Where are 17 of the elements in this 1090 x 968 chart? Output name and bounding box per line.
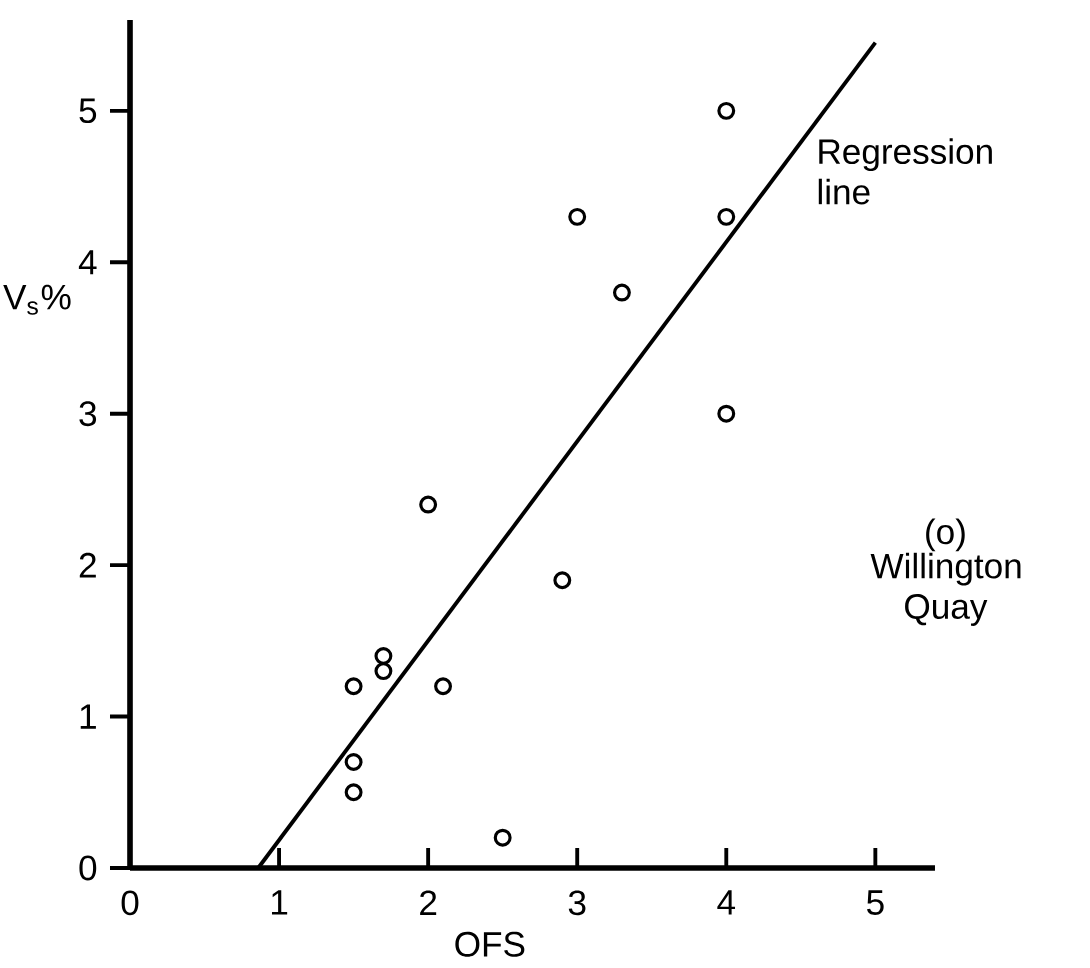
y-tick-label: 5 <box>79 98 97 124</box>
y-axis-title: V$_{s}$% <box>3 284 71 315</box>
annotation: Willington Quay <box>870 552 1021 626</box>
x-tick-label: 1 <box>272 890 288 915</box>
y-tick-label: 0 <box>79 855 97 881</box>
annotation: (o) <box>926 518 965 552</box>
y-tick-label: 4 <box>78 250 97 275</box>
y-tick-label: 1 <box>80 704 96 729</box>
x-tick-label: 2 <box>420 890 437 915</box>
y-tick-label: 2 <box>79 552 96 578</box>
y-tick-label: 3 <box>79 401 97 427</box>
x-tick-label: 0 <box>121 890 139 916</box>
annotation: Regression line <box>818 138 992 205</box>
x-tick-label: 5 <box>867 890 884 915</box>
x-tick-label: 4 <box>717 890 736 915</box>
x-axis-title: OFS <box>455 931 525 957</box>
x-tick-label: 3 <box>568 890 586 916</box>
